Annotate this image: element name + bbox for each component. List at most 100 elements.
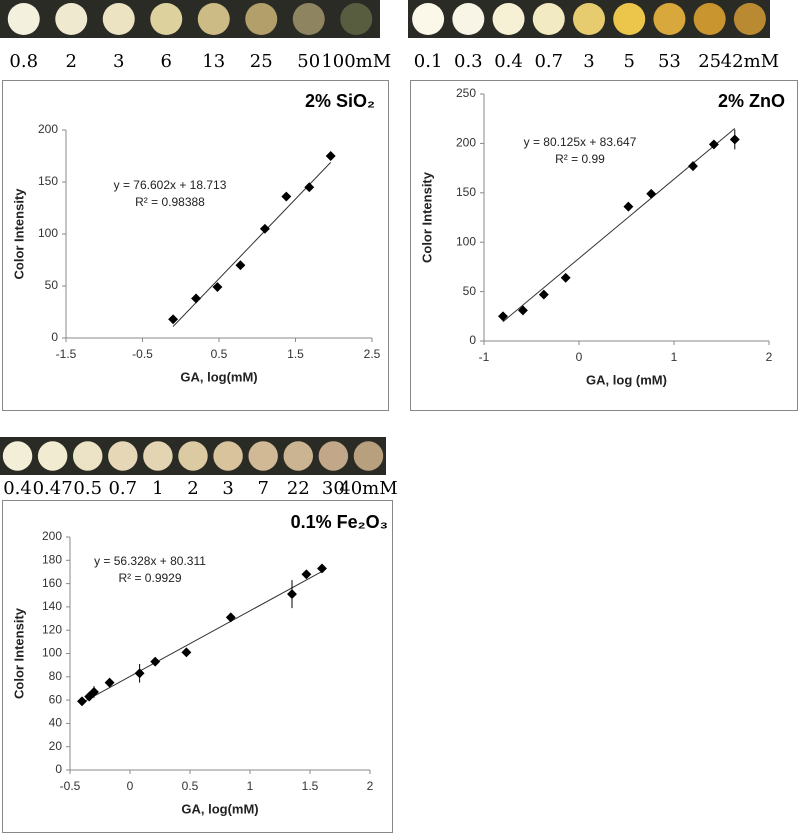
trendline-r2: R² = 0.99 <box>555 152 605 166</box>
data-point <box>212 282 223 292</box>
swatch-label: 0.8 <box>9 51 38 72</box>
swatch <box>733 3 766 35</box>
swatch <box>693 3 726 35</box>
swatch-label: 25 <box>698 51 721 72</box>
swatch-label: 13 <box>202 51 225 72</box>
swatch-label: 0.7 <box>108 478 137 499</box>
swatch <box>197 3 230 35</box>
chart-title: 2% SiO₂ <box>305 91 375 111</box>
y-tick-label: 60 <box>49 692 63 706</box>
y-tick-label: 100 <box>42 646 62 660</box>
swatch-label: 25 <box>250 51 273 72</box>
swatch <box>7 3 40 35</box>
y-tick-label: 250 <box>456 86 476 100</box>
y-tick-label: 50 <box>463 284 477 298</box>
chart-frame <box>2 80 389 411</box>
swatch-label: 2 <box>187 478 198 499</box>
y-tick-label: 200 <box>42 529 62 543</box>
swatch-label: 30 <box>322 478 345 499</box>
swatch-label: 3 <box>113 51 124 72</box>
x-tick-label: -1.5 <box>56 347 77 361</box>
swatch-label: 0.4 <box>494 51 523 72</box>
data-point <box>89 686 99 697</box>
swatch-label: 0.7 <box>534 51 563 72</box>
chart-title: 2% ZnO <box>718 91 785 111</box>
x-tick-label: 0 <box>576 350 583 364</box>
swatch <box>532 3 565 35</box>
swatch <box>213 441 243 471</box>
swatch-label: 22 <box>287 478 310 499</box>
swatch <box>412 3 445 35</box>
swatch-label: 1 <box>152 478 163 499</box>
x-tick-label: -0.5 <box>132 347 153 361</box>
data-point <box>235 260 246 271</box>
data-point <box>560 272 571 283</box>
x-tick-label: -0.5 <box>60 779 81 793</box>
swatch-label: 0.1 <box>414 51 443 72</box>
swatch <box>340 3 373 35</box>
swatch <box>318 441 349 471</box>
y-tick-label: 20 <box>49 739 63 753</box>
swatch-label: 3 <box>583 51 594 72</box>
trendline <box>81 571 323 704</box>
trendline-equation: y = 76.602x + 18.713 <box>114 178 227 192</box>
y-tick-label: 100 <box>38 226 58 240</box>
data-point <box>181 647 192 658</box>
trendline <box>502 128 736 323</box>
swatch <box>143 441 173 471</box>
data-point <box>325 151 336 161</box>
swatch-label: 2 <box>66 51 77 72</box>
trendline-equation: y = 80.125x + 83.647 <box>524 135 637 149</box>
chart-frame <box>2 500 393 833</box>
y-tick-label: 100 <box>456 234 476 248</box>
data-point <box>287 589 297 600</box>
trendline-r2: R² = 0.98388 <box>135 195 205 209</box>
x-axis-label: GA, log(mM) <box>181 801 258 816</box>
swatch <box>292 3 325 35</box>
y-axis-label: Color Intensity <box>419 171 434 263</box>
data-point <box>646 188 657 199</box>
x-tick-label: 0 <box>127 779 134 793</box>
data-point <box>688 161 698 172</box>
x-tick-label: 1.5 <box>287 347 304 361</box>
swatch <box>613 3 646 35</box>
data-point <box>134 668 145 679</box>
swatch <box>55 3 88 35</box>
swatch-label: 0.3 <box>454 51 483 72</box>
y-tick-label: 200 <box>456 136 476 150</box>
y-tick-label: 150 <box>456 185 476 199</box>
swatch-label: 40mM <box>339 478 397 499</box>
y-tick-label: 50 <box>45 278 59 292</box>
x-tick-label: 2 <box>367 779 374 793</box>
swatch <box>245 3 278 35</box>
x-tick-label: 0.5 <box>211 347 228 361</box>
swatch <box>108 441 138 471</box>
swatch-label: 0.4 <box>3 478 32 499</box>
swatch <box>653 3 686 35</box>
swatch-label: 50 <box>297 51 320 72</box>
x-tick-label: 2 <box>766 350 773 364</box>
data-point <box>150 656 161 667</box>
data-point <box>623 201 634 212</box>
swatch <box>248 441 278 471</box>
swatch <box>452 3 485 35</box>
x-tick-label: -1 <box>479 350 490 364</box>
data-point <box>708 139 719 150</box>
y-tick-label: 180 <box>42 552 62 566</box>
y-axis-label: Color Intensity <box>11 188 26 280</box>
x-tick-label: 1.5 <box>302 779 319 793</box>
data-point <box>168 314 179 325</box>
swatch <box>283 441 314 471</box>
swatch <box>150 3 183 35</box>
x-tick-label: 2.5 <box>364 347 381 361</box>
data-point <box>259 223 270 234</box>
swatch <box>353 441 384 471</box>
data-point <box>225 612 236 623</box>
y-tick-label: 0 <box>469 333 476 347</box>
x-tick-label: 1 <box>671 350 678 364</box>
y-tick-label: 140 <box>42 599 62 613</box>
data-point <box>104 677 115 688</box>
x-axis-label: GA, log (mM) <box>586 372 667 387</box>
swatch <box>37 441 68 471</box>
